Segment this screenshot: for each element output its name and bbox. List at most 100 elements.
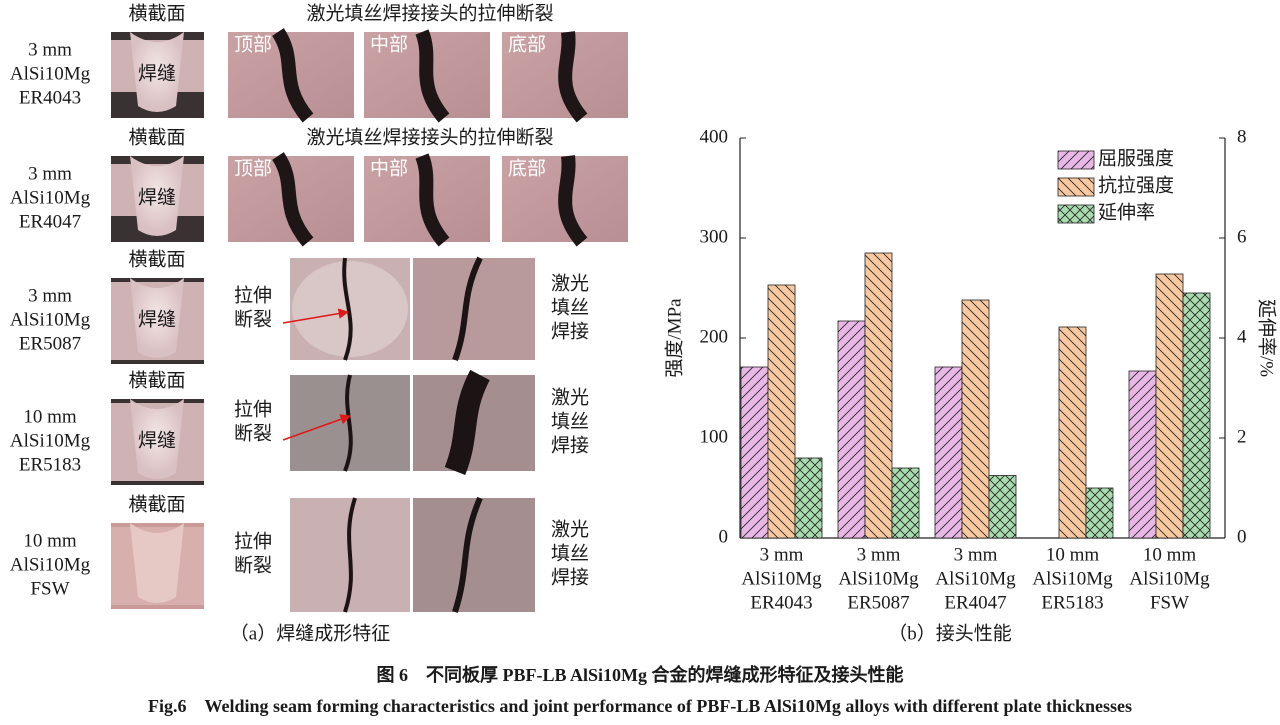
x-tick-label: AlSi10Mg [741, 568, 822, 589]
bar [961, 299, 990, 539]
process-label: 焊接 [551, 434, 589, 456]
weld-zone [130, 32, 184, 112]
legend-swatch [1057, 204, 1095, 224]
position-label: 顶部 [234, 33, 272, 55]
fracture-label: 断裂 [234, 308, 272, 330]
crack [444, 369, 490, 476]
x-tick-label: AlSi10Mg [935, 568, 1016, 589]
weld-label: 焊缝 [138, 308, 176, 330]
fracture-label: 断裂 [234, 554, 272, 576]
section-title: 横截面 [128, 369, 185, 391]
specimen-label: AlSi10Mg [10, 309, 91, 330]
bar [1128, 370, 1157, 539]
legend-swatch [1057, 177, 1095, 197]
specimen-label: 10 mm [23, 406, 77, 427]
weld-zone [130, 156, 184, 236]
bar [1085, 487, 1114, 539]
y-axis-label: 强度/MPa [663, 298, 685, 378]
section-title: 横截面 [128, 248, 185, 270]
crack [415, 29, 450, 123]
bar [864, 252, 893, 539]
crack [271, 152, 314, 247]
x-tick-label: 10 mm [1143, 544, 1197, 565]
specimen-label: AlSi10Mg [10, 63, 91, 84]
specimen-label: ER5183 [19, 454, 81, 475]
x-tick-label: 3 mm [954, 544, 998, 565]
x-tick-label: AlSi10Mg [1032, 568, 1113, 589]
y2-tick-label: 2 [1237, 426, 1247, 447]
specimen-label: 3 mm [28, 285, 72, 306]
x-tick-label: 3 mm [857, 544, 901, 565]
specimen-label: 10 mm [23, 530, 77, 551]
crack [558, 155, 588, 247]
fracture-label: 拉伸 [234, 530, 272, 552]
y2-tick-label: 6 [1237, 226, 1247, 247]
bar [794, 457, 823, 539]
legend-label: 抗拉强度 [1098, 174, 1174, 196]
y-tick-label: 300 [700, 226, 729, 247]
weld-label: 焊缝 [138, 429, 176, 451]
process-label: 激光 [551, 386, 589, 408]
panel-caption: （b）接头性能 [888, 622, 1012, 644]
fracture-label: 拉伸 [234, 284, 272, 306]
x-tick-label: ER4043 [750, 592, 812, 613]
crack [452, 256, 483, 362]
specimen-label: FSW [30, 578, 69, 599]
process-label: 填丝 [551, 542, 589, 564]
y2-axis-label: 延伸率/% [1256, 299, 1278, 377]
crack [271, 28, 314, 123]
x-tick-label: FSW [1150, 592, 1189, 613]
section-title: 横截面 [128, 126, 185, 148]
process-label: 激光 [551, 272, 589, 294]
legend-label: 延伸率 [1098, 201, 1155, 223]
x-tick-label: AlSi10Mg [1129, 568, 1210, 589]
bar [837, 320, 866, 539]
fracture-title: 激光填丝焊接接头的拉伸断裂 [306, 2, 553, 24]
specimen-label: ER4047 [19, 211, 81, 232]
fracture-label: 拉伸 [234, 398, 272, 420]
bar [740, 366, 769, 539]
process-label: 填丝 [551, 410, 589, 432]
figure-caption: Fig.6 Welding seam forming characteristi… [148, 696, 1132, 716]
weld-zone [130, 399, 184, 479]
y2-tick-label: 8 [1237, 126, 1247, 147]
bar [767, 284, 796, 539]
specimen-label: ER5087 [19, 333, 81, 354]
crack [558, 31, 588, 123]
x-tick-label: AlSi10Mg [838, 568, 919, 589]
position-label: 顶部 [234, 157, 272, 179]
fracture-title: 激光填丝焊接接头的拉伸断裂 [306, 126, 553, 148]
y2-tick-label: 0 [1237, 526, 1247, 547]
bar [891, 467, 920, 539]
x-tick-label: 10 mm [1046, 544, 1100, 565]
bar [1182, 292, 1211, 539]
weld-label: 焊缝 [138, 62, 176, 84]
legend-label: 屈服强度 [1098, 147, 1174, 169]
x-tick-label: ER5087 [847, 592, 909, 613]
crack [415, 153, 450, 247]
y-tick-label: 0 [719, 526, 729, 547]
y-tick-label: 100 [700, 426, 729, 447]
y2-tick-label: 4 [1237, 326, 1247, 347]
bar [1155, 273, 1184, 539]
x-tick-label: ER5183 [1041, 592, 1103, 613]
specimen-label: AlSi10Mg [10, 187, 91, 208]
position-label: 底部 [508, 157, 546, 179]
bar [1058, 326, 1087, 539]
position-label: 中部 [370, 157, 408, 179]
specimen-label: 3 mm [28, 163, 72, 184]
bar [988, 475, 1017, 539]
weld-zone [130, 523, 184, 603]
crack [343, 497, 357, 613]
specimen-label: AlSi10Mg [10, 554, 91, 575]
crack [452, 496, 483, 613]
specimen-label: AlSi10Mg [10, 430, 91, 451]
position-label: 底部 [508, 33, 546, 55]
x-tick-label: ER4047 [944, 592, 1006, 613]
y-tick-label: 400 [700, 126, 729, 147]
arrow [282, 308, 350, 324]
section-title: 横截面 [128, 493, 185, 515]
arrow [282, 414, 351, 441]
section-title: 横截面 [128, 2, 185, 24]
